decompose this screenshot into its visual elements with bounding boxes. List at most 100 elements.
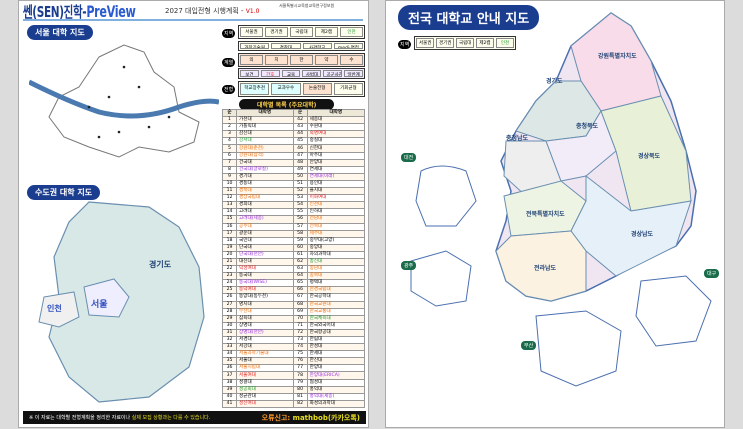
table-row: 26 동양대(동두천) 67 한국공학대 xyxy=(222,293,366,302)
row-number: 69 xyxy=(292,307,308,316)
table-row: 22 덕성여대 63 충남대 xyxy=(222,265,366,274)
university-name: 국민대 xyxy=(236,236,294,245)
row-number: 5 xyxy=(222,144,237,153)
university-name: 한림대 xyxy=(306,335,366,345)
label-seoul: 서울 xyxy=(91,300,108,310)
national-map-title: 전국 대학교 안내 지도 xyxy=(398,5,540,30)
university-name: 건국대 xyxy=(236,158,294,167)
row-number: 3 xyxy=(222,130,237,139)
university-name: 부산대 xyxy=(236,307,294,316)
university-name: 한국체육대 xyxy=(306,314,366,323)
row-number: 36 xyxy=(222,364,237,373)
row-number: 80 xyxy=(292,385,308,394)
university-name: 건국대(글로컬) xyxy=(236,165,294,174)
table-row: 41 성신여대 82 화성의과학대 xyxy=(222,399,366,408)
row-number: 20 xyxy=(222,250,237,259)
table-row: 6 강원대(삼척) 47 아주대 xyxy=(222,151,366,160)
korea-map xyxy=(410,12,712,387)
university-name: 동양대(동두천) xyxy=(236,293,294,302)
university-name: 덕성여대 xyxy=(236,265,294,274)
university-name: 한양대 xyxy=(306,364,366,373)
table-row: 3 감신대 44 숙명여대 xyxy=(222,130,366,139)
university-name: 한국외국어대 xyxy=(306,321,366,330)
university-name: 수원대 xyxy=(306,123,366,132)
row-number: 76 xyxy=(292,357,308,366)
table-row: 31 상명대(천안) 72 한국항공대 xyxy=(222,328,366,338)
seoul-map-title: 서울 대학 지도 xyxy=(27,25,93,40)
university-name: 가톨릭대 xyxy=(236,123,294,132)
university-name: 한국공학대 xyxy=(306,293,366,302)
row-number: 43 xyxy=(292,123,308,132)
row-number: 25 xyxy=(222,286,237,295)
brand-logo: 쎈(SEN)진학-PreView xyxy=(23,2,136,21)
university-name: 신한대 xyxy=(306,144,366,153)
table-row: 34 서울과학기술대 75 한세대 xyxy=(222,350,366,359)
university-name: 한국항공대 xyxy=(306,328,366,338)
university-name: 총신대 xyxy=(306,257,366,267)
row-number: 54 xyxy=(292,201,308,210)
footer-report: 오류신고: mathbob(카카오톡) xyxy=(261,413,360,422)
university-name: 협성대 xyxy=(306,378,366,387)
row-number: 52 xyxy=(292,187,308,196)
row-number: 7 xyxy=(222,158,237,167)
university-name: 안양대 xyxy=(306,158,366,167)
region-tag: 지역 xyxy=(398,40,412,49)
university-name: 경희대 xyxy=(236,201,294,210)
row-number: 61 xyxy=(292,250,308,259)
row-number: 1 xyxy=(222,116,237,125)
university-name: 성균관대 xyxy=(236,392,294,401)
row-number: 35 xyxy=(222,357,237,366)
row-number: 51 xyxy=(292,179,308,189)
region-tag: 지역 xyxy=(222,29,236,38)
table-row: 21 대진대 62 총신대 xyxy=(222,257,366,267)
right-page: 전국 대학교 안내 지도 지역 서울권 경기권 국립대 제2캠 인천 강원특별자치도 경… xyxy=(385,0,725,428)
city-busan: 부산 xyxy=(521,341,537,350)
university-name: 경기대 xyxy=(236,172,294,181)
university-name: 서강대 xyxy=(236,343,294,352)
row-number: 65 xyxy=(292,279,308,288)
table-row: 8 건국대(글로컬) 49 연세대 xyxy=(222,165,366,174)
row-number: 78 xyxy=(292,371,308,380)
row-number: 62 xyxy=(292,257,308,267)
row-number: 81 xyxy=(292,392,308,401)
table-row: 35 서울대 76 한신대 xyxy=(222,357,366,366)
table-row: 30 상명대 71 한국외국어대 xyxy=(222,321,366,330)
field2-legend: 보건 간호 교육 사범대 공군사관 일반계 xyxy=(238,68,365,79)
label-gangwon: 강원특별자치도 xyxy=(598,53,637,60)
university-name: 한신대 xyxy=(306,357,366,366)
university-name: 서울대 xyxy=(236,357,294,366)
list-title: 대학별 목록 (주요대학) xyxy=(239,99,335,110)
university-name: 삼육대 xyxy=(236,314,294,323)
row-number: 41 xyxy=(222,399,237,408)
row-number: 68 xyxy=(292,300,308,309)
row-number: 48 xyxy=(292,158,308,167)
city-gwangju: 광주 xyxy=(401,261,417,270)
row-number: 53 xyxy=(292,194,308,203)
table-row: 12 경상국립대 53 이화여대 xyxy=(222,194,366,203)
university-name: 대진대 xyxy=(236,257,294,267)
university-name: 제주대 xyxy=(306,229,366,238)
label-chungnam: 충청남도 xyxy=(506,135,529,142)
university-name: 홍익대 xyxy=(306,385,366,394)
row-number: 9 xyxy=(222,172,237,181)
label-gyeonggi: 경기도 xyxy=(546,78,563,85)
row-number: 37 xyxy=(222,371,237,380)
row-number: 59 xyxy=(292,236,308,245)
table-row: 2 가톨릭대 43 수원대 xyxy=(222,123,366,132)
city-daegu: 대구 xyxy=(704,269,720,278)
row-number: 32 xyxy=(222,335,237,345)
table-row: 4 강서대 45 숭실대 xyxy=(222,137,366,146)
university-name: 서울시립대 xyxy=(236,364,294,373)
row-number: 77 xyxy=(292,364,308,373)
row-number: 70 xyxy=(292,314,308,323)
university-name: 성결대 xyxy=(236,378,294,387)
table-row: 23 동국대 64 충북대 xyxy=(222,272,366,281)
table-row: 14 고려대 55 인하대 xyxy=(222,208,366,217)
row-number: 18 xyxy=(222,236,237,245)
table-row: 11 경북대 52 을지대 xyxy=(222,187,366,196)
table-row: 40 성균관대 81 홍익대(세종) xyxy=(222,392,366,401)
table-row: 9 경기대 50 연세대(미래) xyxy=(222,172,366,181)
university-name: 전남대 xyxy=(306,215,366,224)
label-gyeongbuk: 경상북도 xyxy=(638,153,661,160)
university-name: 단국대(천안) xyxy=(236,250,294,259)
